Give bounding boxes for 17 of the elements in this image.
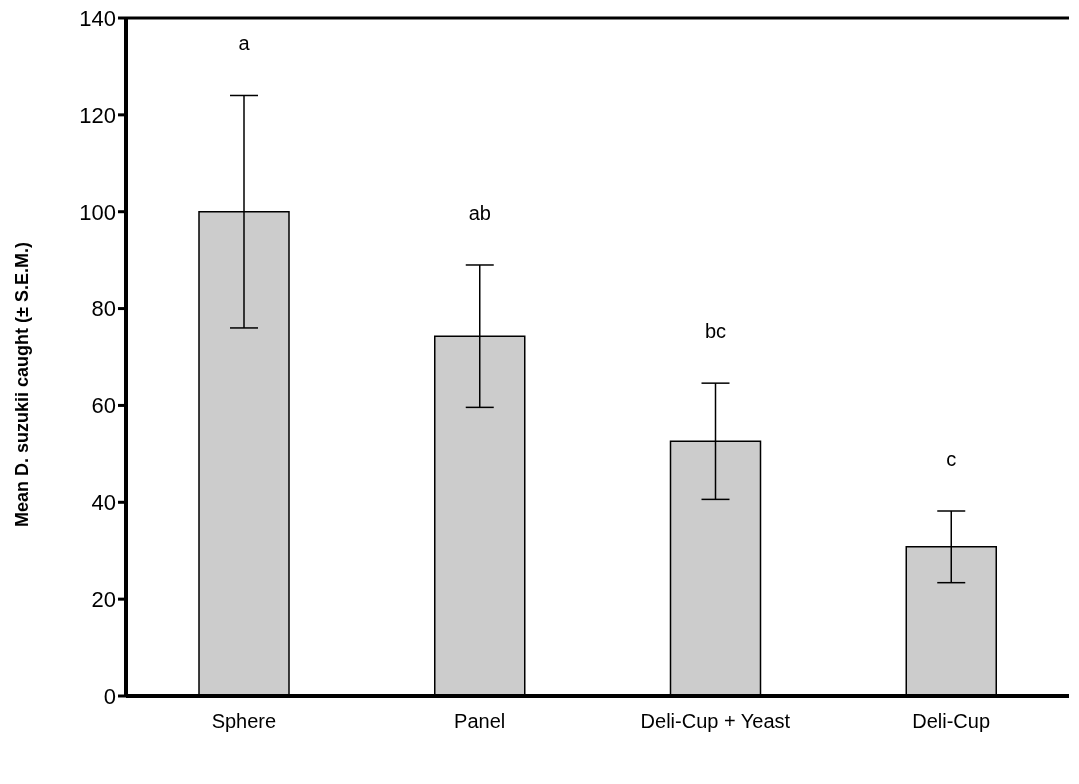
- y-tick-label: 140: [79, 5, 116, 31]
- y-axis-title: Mean D. suzukii caught (± S.E.M.): [12, 242, 33, 527]
- y-tick-label: 60: [91, 393, 116, 419]
- y-tick-label: 20: [91, 586, 116, 612]
- y-tick-label: 100: [79, 199, 116, 225]
- y-tick-label: 80: [91, 296, 116, 322]
- annotation: a: [238, 32, 251, 55]
- annotation: c: [946, 448, 957, 470]
- x-tick-label: Sphere: [211, 710, 277, 732]
- x-tick-label: Panel: [454, 710, 506, 732]
- annotation: ab: [468, 201, 491, 224]
- y-tick-label: 0: [103, 683, 116, 709]
- y-tick-label: 120: [79, 102, 116, 128]
- x-tick-label: Deli-Cup: [912, 710, 991, 732]
- y-tick-label: 40: [91, 490, 116, 516]
- x-tick-label: Deli-Cup + Yeast: [640, 710, 791, 732]
- annotation: bc: [704, 320, 727, 343]
